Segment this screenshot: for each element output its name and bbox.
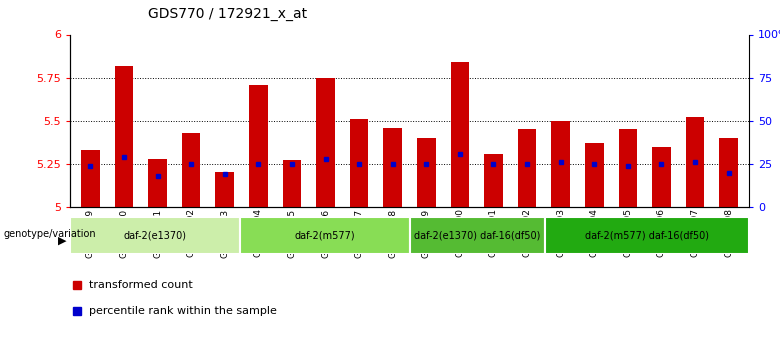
Bar	[518, 129, 537, 207]
Bar	[484, 154, 503, 207]
Bar	[551, 121, 570, 207]
Text: daf-2(e1370) daf-16(df50): daf-2(e1370) daf-16(df50)	[414, 230, 541, 240]
Text: daf-2(m577) daf-16(df50): daf-2(m577) daf-16(df50)	[585, 230, 709, 240]
Text: GDS770 / 172921_x_at: GDS770 / 172921_x_at	[148, 7, 307, 21]
Bar	[417, 138, 435, 207]
Bar	[70, 217, 240, 254]
Text: percentile rank within the sample: percentile rank within the sample	[89, 306, 277, 316]
Bar	[115, 66, 133, 207]
Bar	[545, 217, 749, 254]
Bar	[410, 217, 545, 254]
Bar	[585, 143, 604, 207]
Bar	[652, 147, 671, 207]
Bar	[282, 160, 301, 207]
Bar	[619, 129, 637, 207]
Bar	[249, 85, 268, 207]
Bar	[215, 172, 234, 207]
Bar	[81, 150, 100, 207]
Bar	[719, 138, 738, 207]
Bar	[240, 217, 410, 254]
Bar	[148, 159, 167, 207]
Text: daf-2(e1370): daf-2(e1370)	[123, 230, 186, 240]
Text: transformed count: transformed count	[89, 280, 193, 290]
Bar	[182, 133, 200, 207]
Bar	[384, 128, 402, 207]
Text: ▶: ▶	[58, 236, 66, 246]
Bar	[350, 119, 368, 207]
Bar	[316, 78, 335, 207]
Bar	[686, 117, 704, 207]
Text: daf-2(m577): daf-2(m577)	[294, 230, 355, 240]
Bar	[451, 62, 469, 207]
Text: genotype/variation: genotype/variation	[4, 229, 97, 239]
